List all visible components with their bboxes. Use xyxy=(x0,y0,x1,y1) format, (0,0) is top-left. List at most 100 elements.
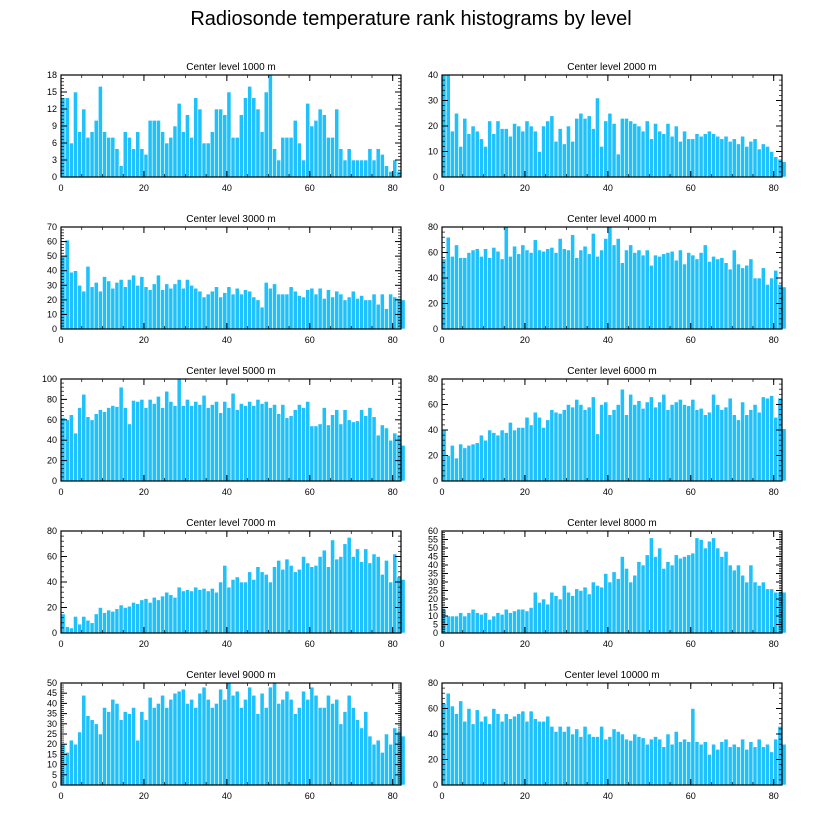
histogram-bar xyxy=(578,590,584,634)
y-tick-label: 80 xyxy=(428,222,438,232)
histogram-bar xyxy=(682,738,687,786)
x-tick-label: 80 xyxy=(769,183,779,193)
histogram-bar xyxy=(715,547,721,634)
y-tick-label: 0 xyxy=(52,476,57,486)
histogram-bar xyxy=(466,708,472,786)
histogram-bar xyxy=(636,400,642,482)
histogram-bar xyxy=(305,562,311,634)
x-tick-label: 60 xyxy=(305,639,315,649)
histogram-bar xyxy=(537,416,542,482)
histogram-bar xyxy=(251,694,257,786)
histogram-bar xyxy=(379,752,385,786)
histogram-bar xyxy=(756,148,762,178)
histogram-bar xyxy=(164,591,170,634)
histogram-bar xyxy=(603,238,609,330)
histogram-bar xyxy=(773,270,779,330)
histogram-bar xyxy=(288,415,294,482)
histogram-bar xyxy=(151,120,157,178)
histogram-bar xyxy=(653,556,658,634)
y-tick-label: 20 xyxy=(428,594,438,604)
histogram-bar xyxy=(719,556,725,634)
histogram-bar xyxy=(309,566,315,634)
histogram-bar xyxy=(557,128,563,178)
histogram-bar xyxy=(156,396,161,482)
y-tick-label: 60 xyxy=(428,704,438,714)
histogram-bar xyxy=(185,399,190,482)
histogram-bar xyxy=(168,287,174,330)
y-tick-label: 50 xyxy=(47,251,57,261)
histogram-bar xyxy=(400,444,406,482)
histogram-bar xyxy=(590,128,596,178)
histogram-bar xyxy=(611,123,617,178)
histogram-bar xyxy=(508,612,513,634)
histogram-bar xyxy=(769,395,775,482)
histogram-bar xyxy=(172,125,178,178)
histogram-bar xyxy=(334,699,340,786)
y-tick-label: 25 xyxy=(428,586,438,596)
histogram-bar xyxy=(545,419,551,482)
histogram-bar xyxy=(247,86,253,178)
histogram-bar xyxy=(288,565,294,634)
histogram-bar xyxy=(139,276,145,330)
histogram-bar xyxy=(234,287,240,330)
x-tick-label: 40 xyxy=(222,487,232,497)
histogram-bar xyxy=(106,280,112,330)
histogram-bar xyxy=(321,407,327,482)
y-tick-label: 15 xyxy=(47,749,57,759)
histogram-bar xyxy=(396,171,402,178)
histogram-bar xyxy=(326,137,331,178)
histogram-bar xyxy=(147,602,153,634)
histogram-bar xyxy=(222,565,228,634)
histogram-bar xyxy=(338,556,344,634)
histogram-bar xyxy=(346,148,352,178)
histogram-bar xyxy=(226,407,232,482)
histogram-bar xyxy=(698,252,704,330)
histogram-bar xyxy=(752,746,758,786)
histogram-bar xyxy=(93,282,99,330)
histogram-bar xyxy=(60,613,66,634)
histogram-bar xyxy=(574,728,580,786)
histogram-bar xyxy=(748,741,754,786)
histogram-bar xyxy=(595,97,600,178)
x-tick-label: 0 xyxy=(439,791,444,801)
histogram-bar xyxy=(653,254,658,330)
histogram-bar xyxy=(690,399,696,482)
histogram-bar xyxy=(495,612,501,634)
histogram-bar xyxy=(73,743,78,786)
histogram-bar xyxy=(682,130,687,178)
histogram-panel-9: Center level 9000 m051015202530354045500… xyxy=(47,670,406,801)
histogram-bar xyxy=(143,598,149,634)
y-tick-label: 60 xyxy=(428,526,438,536)
histogram-bar xyxy=(698,743,704,786)
histogram-bar xyxy=(615,731,621,786)
histogram-bar xyxy=(595,433,600,482)
histogram-bar xyxy=(272,566,277,634)
histogram-bar xyxy=(682,404,687,482)
histogram-bar xyxy=(342,159,348,178)
histogram-bar xyxy=(392,296,398,330)
y-tick-label: 40 xyxy=(47,698,57,708)
panel-frame xyxy=(441,682,783,786)
histogram-bar xyxy=(740,267,745,330)
histogram-bar xyxy=(81,694,87,786)
histogram-bar xyxy=(139,711,145,786)
y-tick-label: 6 xyxy=(52,138,57,148)
histogram-bar xyxy=(68,414,74,482)
histogram-bar xyxy=(479,613,484,634)
histogram-bar xyxy=(375,434,381,482)
y-tick-label: 18 xyxy=(47,70,57,80)
histogram-bar xyxy=(367,299,373,330)
histogram-bar xyxy=(73,270,78,330)
histogram-bar xyxy=(640,130,646,178)
histogram-bar xyxy=(483,715,488,786)
histogram-bar xyxy=(255,566,261,634)
x-tick-label: 20 xyxy=(520,791,530,801)
histogram-bar xyxy=(102,707,107,786)
histogram-bar xyxy=(483,146,488,178)
histogram-bar xyxy=(326,289,331,330)
histogram-bar xyxy=(355,420,360,482)
histogram-bar xyxy=(682,263,687,330)
histogram-bar xyxy=(110,699,116,786)
histogram-bar xyxy=(644,743,650,786)
histogram-bar xyxy=(698,408,704,482)
